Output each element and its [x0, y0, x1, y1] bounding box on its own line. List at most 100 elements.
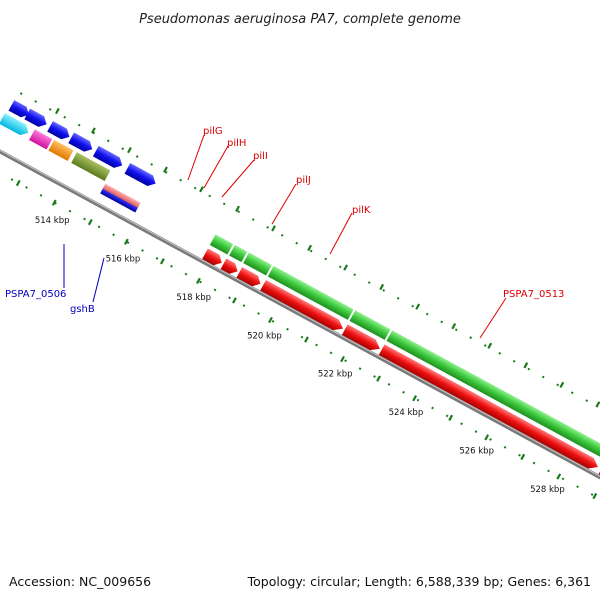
- minor-tick: [396, 296, 400, 300]
- minor-tick: [222, 202, 226, 206]
- major-tick: [448, 414, 454, 421]
- topology-text: Topology: circular; Length: 6,588,339 bp…: [247, 574, 591, 589]
- minor-tick: [585, 399, 589, 403]
- major-tick: [159, 258, 165, 265]
- minor-tick: [454, 328, 458, 332]
- major-tick: [307, 244, 313, 252]
- minor-tick: [213, 288, 217, 292]
- leader-pilK: [329, 212, 353, 255]
- minor-tick: [184, 272, 188, 276]
- minor-tick: [431, 406, 434, 410]
- minor-tick: [251, 218, 255, 221]
- minor-tick: [179, 178, 183, 182]
- scale-tick-label: 526 kbp: [459, 447, 494, 457]
- gene-arrow: [8, 100, 29, 118]
- gene-block: [29, 129, 53, 150]
- minor-tick: [556, 383, 560, 387]
- minor-tick: [77, 123, 81, 127]
- minor-tick: [237, 210, 241, 214]
- backbone-line: [0, 135, 600, 497]
- major-tick: [556, 473, 562, 480]
- label-pilH: pilH: [227, 138, 246, 149]
- minor-tick: [170, 264, 173, 268]
- minor-tick: [155, 257, 159, 260]
- gene-block: [71, 152, 111, 181]
- gene-cluster-left: [0, 100, 156, 213]
- major-tick: [163, 166, 168, 173]
- major-tick: [379, 283, 385, 291]
- minor-tick: [135, 155, 139, 158]
- label-pilJ: pilJ: [296, 175, 311, 186]
- leader-PSPA7-0513: [479, 297, 507, 339]
- minor-tick: [527, 367, 531, 371]
- minor-tick: [34, 100, 38, 103]
- major-tick: [51, 199, 57, 206]
- minor-tick: [367, 281, 371, 284]
- minor-tick: [141, 249, 144, 252]
- map-title: Pseudomonas aeruginosa PA7, complete gen…: [139, 12, 461, 27]
- gene-arrow: [260, 279, 344, 331]
- minor-tick: [25, 186, 28, 189]
- gene-pilH: [229, 244, 248, 263]
- reverse-genes: [202, 248, 600, 494]
- gene-PSPA7-0513: [386, 330, 600, 485]
- label-gshB: gshB: [70, 304, 95, 315]
- gene-arrow: [202, 248, 222, 266]
- minor-tick: [489, 438, 492, 441]
- leader-pilI: [221, 159, 255, 198]
- gene-pilK: [349, 310, 391, 340]
- minor-tick: [411, 304, 415, 308]
- minor-tick: [402, 390, 405, 394]
- major-tick: [232, 297, 237, 304]
- gene-block: [48, 139, 74, 161]
- minor-tick: [208, 194, 212, 198]
- major-tick: [340, 355, 345, 363]
- scale-tick-label: 528 kbp: [530, 485, 565, 495]
- label-pilK: pilK: [352, 205, 371, 216]
- minor-tick: [445, 414, 449, 418]
- minor-tick: [68, 209, 72, 213]
- minor-tick: [561, 477, 565, 481]
- gene-pilG: [209, 234, 234, 255]
- major-tick: [196, 277, 201, 285]
- leader-gshB: [92, 257, 105, 303]
- major-tick: [304, 336, 309, 343]
- accession-text: Accession: NC_009656: [9, 574, 151, 589]
- minor-tick: [121, 147, 125, 151]
- minor-tick: [532, 461, 536, 465]
- scale-tick-label: 522 kbp: [318, 370, 353, 380]
- major-tick: [592, 492, 598, 500]
- major-tick: [235, 205, 240, 212]
- gene-arrow: [92, 145, 123, 168]
- minor-tick: [315, 343, 318, 347]
- scale-tick-labels: 514 kbp 516 kbp 518 kbp 520 kbp 522 kbp 524 k…: [35, 216, 565, 495]
- gene-gshB: [100, 183, 141, 213]
- minor-tick: [474, 430, 478, 433]
- scale-tick-label: 518 kbp: [176, 293, 211, 303]
- major-tick: [523, 362, 529, 369]
- minor-tick: [19, 92, 23, 95]
- minor-tick: [295, 241, 299, 245]
- minor-tick: [425, 312, 429, 316]
- minor-tick: [83, 217, 86, 221]
- minor-tick: [97, 225, 101, 229]
- minor-tick: [512, 359, 516, 363]
- minor-tick: [300, 335, 304, 339]
- gene-arrow: [24, 108, 47, 127]
- major-tick: [520, 453, 526, 461]
- gene-arrow: [220, 258, 238, 274]
- major-tick: [595, 401, 600, 408]
- minor-tick: [280, 233, 284, 237]
- minor-tick: [590, 493, 594, 496]
- minor-tick: [503, 445, 507, 449]
- gene-arrow: [0, 113, 29, 136]
- minor-tick: [483, 344, 487, 347]
- major-tick: [487, 342, 493, 349]
- major-tick: [376, 375, 381, 382]
- minor-tick: [271, 320, 275, 323]
- minor-tick: [440, 320, 444, 324]
- minor-tick: [48, 107, 52, 111]
- minor-tick: [498, 352, 502, 355]
- minor-tick: [518, 453, 521, 457]
